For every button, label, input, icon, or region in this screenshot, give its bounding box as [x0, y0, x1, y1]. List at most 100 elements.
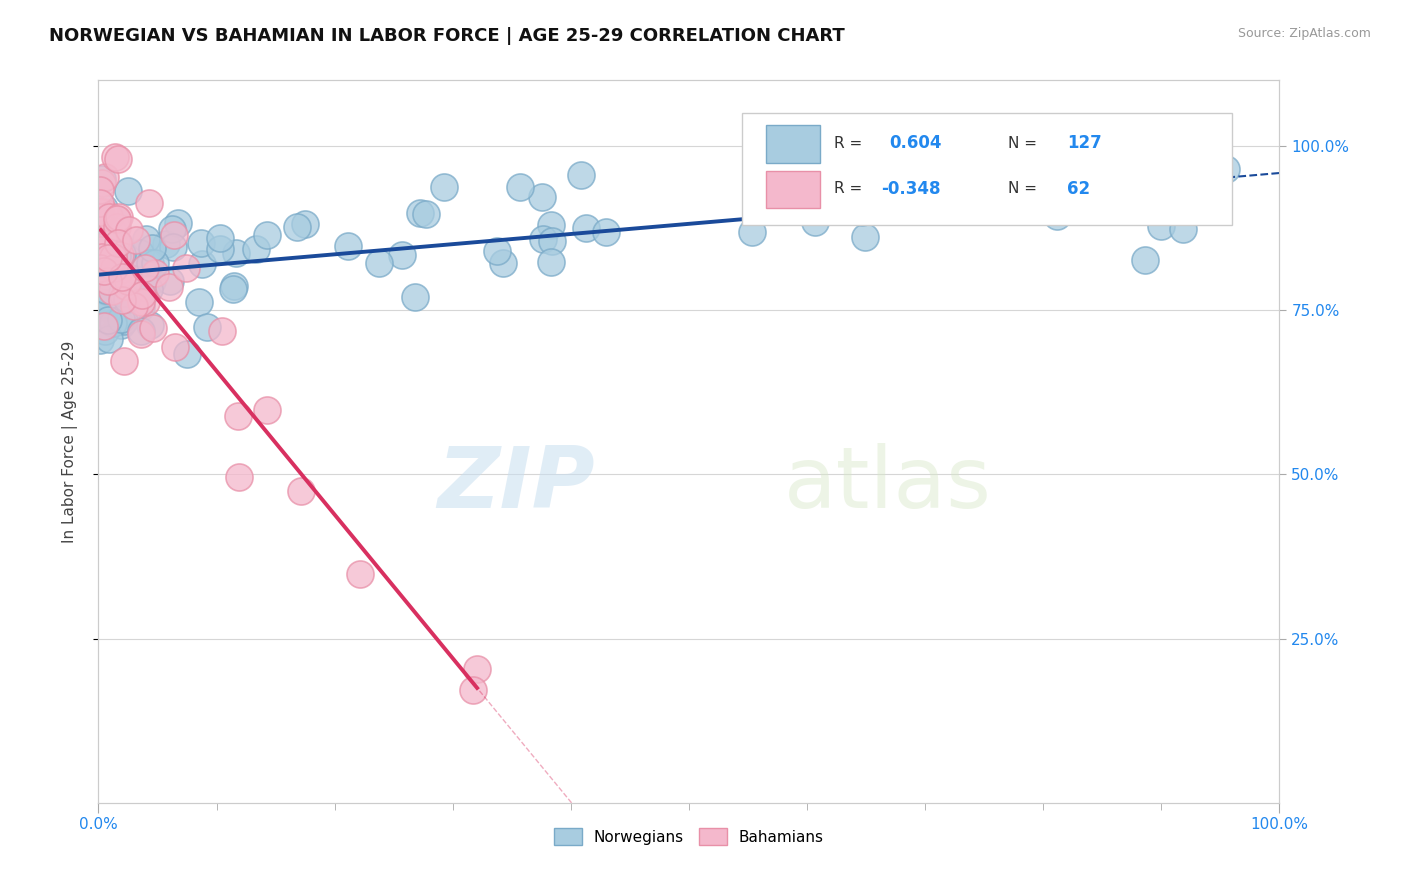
Point [408, 205, 430, 219]
Point [91, 265, 114, 279]
Point [97, 251, 120, 265]
Point [155, 236, 177, 251]
Point [105, 211, 128, 226]
Point [143, 266, 166, 280]
Point [118, 223, 141, 237]
Point [94, 324, 117, 338]
Point [143, 256, 166, 270]
Point [89, 333, 111, 347]
Point [89, 305, 111, 319]
Point [754, 149, 776, 163]
Point [93, 255, 115, 269]
Point [195, 320, 218, 334]
Point [1154, 187, 1177, 202]
Point [190, 236, 212, 251]
Point [1042, 183, 1064, 197]
Text: 62: 62 [1067, 179, 1090, 198]
Point [100, 249, 122, 263]
Point [415, 207, 437, 221]
Point [93, 293, 115, 307]
Point [157, 280, 180, 294]
Point [1007, 180, 1029, 194]
Point [96, 290, 118, 304]
Text: 0.604: 0.604 [890, 134, 942, 153]
Point [349, 566, 371, 581]
Text: ZIP: ZIP [437, 443, 595, 526]
Point [404, 289, 426, 303]
Point [1012, 139, 1035, 153]
Point [167, 216, 190, 230]
Point [101, 251, 124, 265]
Point [224, 278, 246, 293]
Point [1215, 161, 1237, 176]
Point [160, 222, 183, 236]
Point [129, 246, 152, 260]
Point [226, 409, 249, 424]
Point [98, 277, 121, 291]
Point [89, 277, 111, 291]
Point [114, 287, 136, 301]
Point [1029, 182, 1052, 196]
Point [112, 267, 135, 281]
Point [1135, 253, 1157, 268]
Point [972, 186, 994, 200]
Point [741, 226, 763, 240]
Point [104, 213, 127, 227]
Point [117, 290, 139, 304]
Point [176, 346, 198, 360]
Y-axis label: In Labor Force | Age 25-29: In Labor Force | Age 25-29 [62, 341, 77, 542]
Point [110, 318, 132, 332]
Point [91, 309, 114, 323]
Point [101, 252, 124, 266]
Point [105, 235, 128, 249]
Point [245, 242, 267, 256]
Point [141, 274, 163, 288]
Point [461, 682, 484, 697]
Point [110, 312, 132, 326]
Point [765, 186, 787, 200]
Point [97, 274, 120, 288]
Point [107, 236, 129, 251]
Point [98, 301, 121, 315]
Point [138, 196, 160, 211]
Point [105, 211, 128, 226]
Point [98, 213, 121, 227]
Point [225, 246, 247, 260]
Point [125, 234, 148, 248]
Point [129, 324, 152, 338]
Point [853, 230, 876, 244]
Point [93, 264, 115, 278]
Point [141, 241, 163, 255]
Point [100, 211, 122, 225]
Point [135, 232, 157, 246]
Point [107, 219, 129, 234]
Point [129, 295, 152, 310]
Point [823, 171, 845, 186]
Text: NORWEGIAN VS BAHAMIAN IN LABOR FORCE | AGE 25-29 CORRELATION CHART: NORWEGIAN VS BAHAMIAN IN LABOR FORCE | A… [49, 27, 845, 45]
Point [108, 210, 131, 224]
Point [117, 184, 139, 198]
Point [91, 172, 114, 186]
Point [111, 293, 134, 308]
Point [91, 176, 114, 190]
Point [1157, 202, 1180, 216]
Point [1123, 202, 1146, 217]
Point [111, 290, 134, 304]
Point [509, 180, 531, 194]
Point [112, 313, 135, 327]
Point [91, 232, 114, 246]
Point [94, 283, 117, 297]
Point [159, 274, 181, 288]
Point [101, 233, 124, 247]
Point [89, 298, 111, 312]
Point [100, 220, 122, 235]
Point [107, 152, 129, 166]
Point [96, 228, 118, 243]
Point [90, 305, 112, 319]
Point [115, 279, 138, 293]
Text: Source: ZipAtlas.com: Source: ZipAtlas.com [1237, 27, 1371, 40]
Point [801, 202, 824, 216]
Point [1150, 219, 1173, 234]
Point [98, 281, 121, 295]
Point [111, 285, 134, 300]
